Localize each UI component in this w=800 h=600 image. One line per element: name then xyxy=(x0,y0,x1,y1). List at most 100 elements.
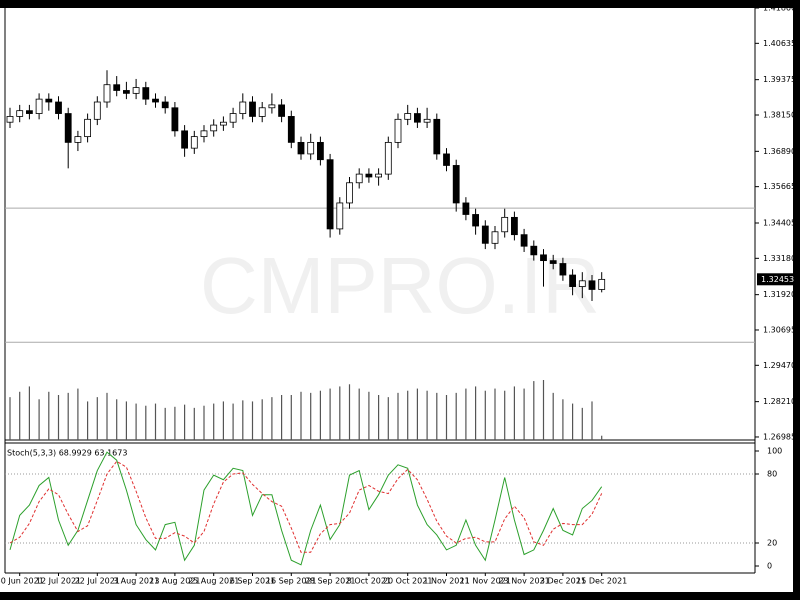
x-tick-label: 25 Aug 2021 xyxy=(188,577,239,586)
volume-bar xyxy=(562,399,564,440)
volume-bar xyxy=(57,395,60,440)
volume-bar xyxy=(601,435,603,440)
volume-bar xyxy=(67,392,69,440)
volume-bar xyxy=(581,407,583,440)
x-tick-label: 22 Jul 2021 xyxy=(75,577,120,586)
candle-body xyxy=(559,263,567,276)
candle-body xyxy=(598,278,606,290)
volume-bar xyxy=(416,388,418,440)
volume-bar xyxy=(572,403,574,440)
x-tick-label: 23 Nov 2021 xyxy=(498,577,549,586)
candle-body xyxy=(35,98,43,114)
candle-body xyxy=(481,225,489,244)
volume-bar xyxy=(135,403,137,440)
volume-bar xyxy=(193,407,195,440)
candle-body xyxy=(132,87,140,94)
volume-bar xyxy=(591,401,593,440)
y-tick-label: 1.26985 xyxy=(763,432,796,441)
candle-body xyxy=(239,101,247,114)
y-tick-label: 1.34405 xyxy=(763,218,796,227)
volume-bar xyxy=(48,391,50,440)
candle-body xyxy=(16,110,24,117)
volume-bar xyxy=(213,403,215,440)
volume-bar xyxy=(145,405,147,440)
candle-body xyxy=(404,113,412,120)
candle-body xyxy=(123,90,130,94)
x-tick-label: 11 Nov 2021 xyxy=(460,577,511,586)
volume-bar xyxy=(378,395,380,440)
indicator-tick-label: 80 xyxy=(767,470,777,479)
candle-body xyxy=(316,141,324,161)
volume-bar xyxy=(232,403,234,440)
volume-bar xyxy=(339,386,341,440)
volume-bar xyxy=(9,397,11,440)
volume-bar xyxy=(436,392,438,440)
candle-body xyxy=(520,234,528,247)
volume-bar xyxy=(407,390,409,440)
watermark: CMPRO.IR xyxy=(200,241,600,330)
candle-body xyxy=(501,216,509,233)
volume-bar xyxy=(300,391,302,440)
volume-bar xyxy=(222,401,224,440)
candle-body xyxy=(549,260,557,264)
bottom-edge xyxy=(0,592,800,600)
candle-body xyxy=(443,153,450,166)
current-price-label: 1.32453 xyxy=(761,275,794,284)
volume-bar xyxy=(203,405,205,440)
candle-body xyxy=(190,136,198,149)
indicator-line xyxy=(9,451,603,566)
x-tick-label: 13 Aug 2021 xyxy=(149,577,200,586)
volume-bar xyxy=(494,388,496,440)
volume-bar xyxy=(475,386,477,440)
x-tick-label: 8 Oct 2021 xyxy=(347,577,391,586)
candle-body xyxy=(346,182,353,204)
y-tick-label: 1.35665 xyxy=(763,182,796,191)
candle-body xyxy=(84,118,91,138)
candle-body xyxy=(181,130,189,149)
volume-bar xyxy=(77,388,79,440)
x-tick-label: 6 Sep 2021 xyxy=(230,577,276,586)
candle-body xyxy=(74,136,82,143)
candle-body xyxy=(326,159,334,230)
volume-bar xyxy=(368,391,370,440)
volume-bar xyxy=(19,391,21,440)
candle-body xyxy=(25,110,33,114)
volume-bar xyxy=(164,407,166,440)
volume-bar xyxy=(504,390,506,440)
volume-bar xyxy=(552,392,554,440)
y-tick-label: 1.40635 xyxy=(763,39,796,48)
candle-body xyxy=(55,101,62,114)
candle-body xyxy=(384,141,392,175)
candle-body xyxy=(268,104,276,109)
top-edge xyxy=(0,0,800,8)
y-tick-label: 1.39375 xyxy=(763,75,796,84)
candle-body xyxy=(423,118,431,123)
volume-bar xyxy=(281,395,283,440)
x-tick-label: 1 Nov 2021 xyxy=(423,577,469,586)
candle-body xyxy=(472,214,480,227)
x-tick-label: 30 Jun 2021 xyxy=(0,577,44,586)
candle-body xyxy=(249,101,256,117)
volume-bar xyxy=(397,392,399,440)
candle-body xyxy=(297,141,305,155)
candle-body xyxy=(278,104,286,117)
x-tick-label: 12 Jul 2021 xyxy=(36,577,81,586)
volume-bar xyxy=(87,401,89,440)
candle-body xyxy=(229,113,237,123)
x-tick-label: 3 Aug 2021 xyxy=(113,577,159,586)
volume-bar xyxy=(290,395,292,440)
volume-bar xyxy=(154,403,157,440)
volume-bar xyxy=(271,397,273,440)
indicator-line xyxy=(9,460,603,553)
candle-body xyxy=(93,101,101,120)
x-tick-label: 15 Dec 2021 xyxy=(576,577,627,586)
volume-bar xyxy=(261,399,263,440)
y-tick-label: 1.31920 xyxy=(763,290,796,299)
volume-bar xyxy=(319,390,321,440)
volume-bar xyxy=(96,397,98,440)
volume-bar xyxy=(542,380,545,440)
x-tick-label: 20 Oct 2021 xyxy=(383,577,432,586)
candle-body xyxy=(219,121,227,126)
